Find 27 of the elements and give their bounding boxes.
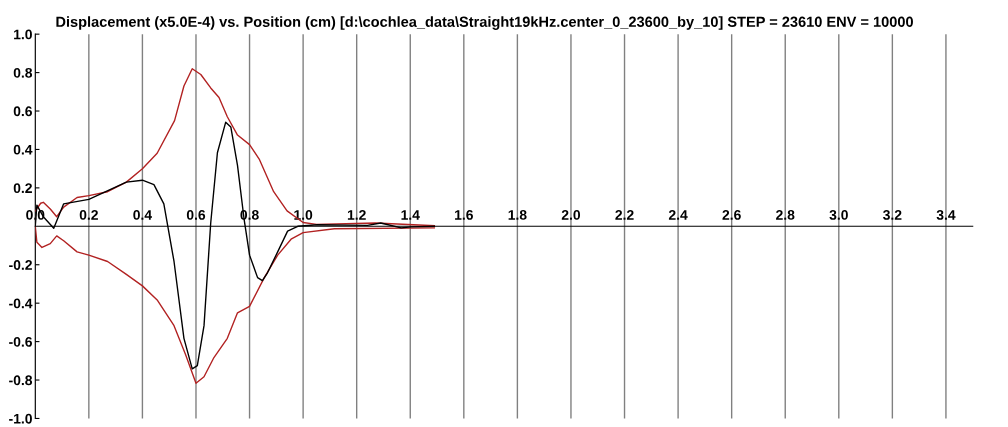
x-tick-label: 2.2 [615,210,634,220]
x-tick-label: 1.4 [401,210,420,220]
y-tick-label: 0.2 [13,183,32,194]
x-tick-label: 1.8 [508,210,527,220]
y-tick-label: 0.4 [13,144,33,155]
y-tick-label: 0.6 [13,106,32,117]
y-tick-label: -0.2 [9,260,32,270]
x-tick-label: 2.6 [722,210,741,220]
x-tick-label: 0.2 [79,210,98,220]
y-tick-label: -1.0 [9,413,32,424]
x-tick-label: 2.8 [776,210,795,220]
chart-title: Displacement (x5.0E-4) vs. Position (cm) [d:\cochlea_data\Straight19kHz.center_0_23600_by_10] STEP = 23610 ENV = 10000 [56,16,913,30]
x-tick-label: 2.4 [668,210,688,220]
y-tick-label: -0.6 [9,336,32,347]
x-tick-label: 1.6 [455,210,473,220]
y-tick-label: 0.8 [13,67,33,78]
x-tick-label: 3.0 [829,210,848,220]
x-tick-label: 2.0 [561,210,581,220]
y-tick-label: 1.0 [14,29,32,40]
x-tick-label: 3.4 [936,210,956,220]
x-tick-label: 0.6 [186,210,206,220]
x-tick-label: 0.4 [133,210,152,220]
x-tick-label: 3.2 [883,210,902,220]
y-tick-label: -0.4 [9,298,33,309]
y-tick-label: -0.8 [9,375,33,386]
x-tick-label: 1.2 [347,210,366,220]
x-tick-label: 1.0 [294,210,313,220]
